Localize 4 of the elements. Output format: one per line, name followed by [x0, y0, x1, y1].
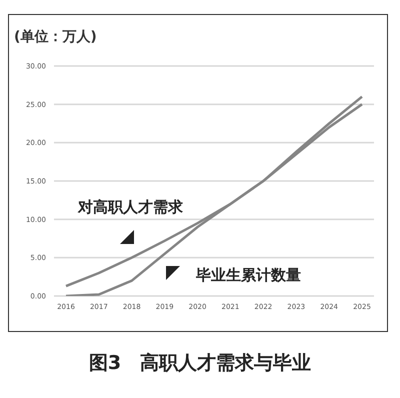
series-label: 毕业生累计数量 — [196, 266, 301, 285]
text: 图3 高职人才需求与毕业 — [88, 351, 312, 376]
y-axis-title: (单位：万人) — [14, 28, 97, 46]
series-label: 对高职人才需求 — [78, 198, 183, 217]
